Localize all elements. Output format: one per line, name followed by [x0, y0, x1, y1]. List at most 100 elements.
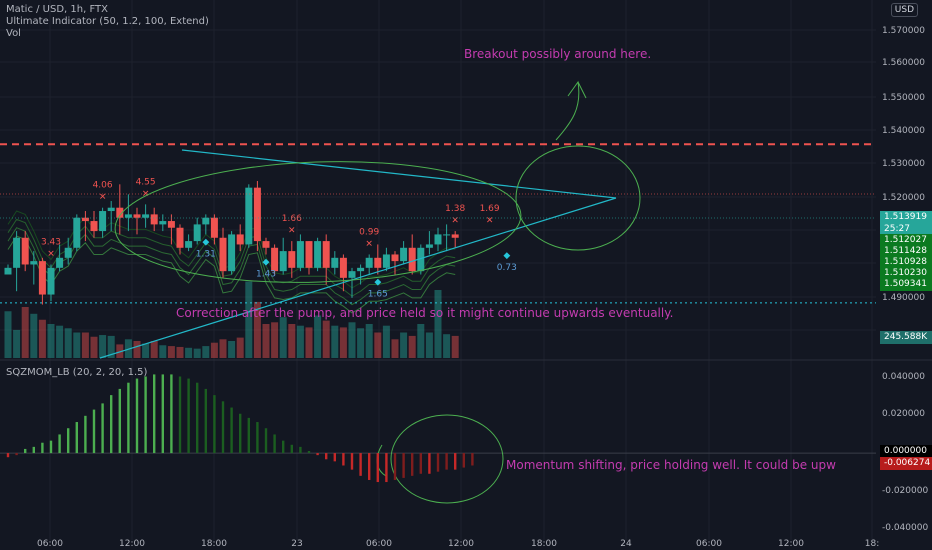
candle-body[interactable] [228, 234, 236, 272]
currency-button[interactable]: USD [890, 3, 918, 17]
volume-bar [193, 348, 201, 358]
candle-body[interactable] [73, 217, 81, 248]
candle-body[interactable] [56, 257, 64, 268]
candle-body[interactable] [443, 234, 451, 236]
candle-body[interactable] [365, 257, 373, 268]
candle-body[interactable] [314, 241, 322, 268]
volume-bar [391, 339, 399, 358]
momentum-bar [170, 374, 173, 454]
buy-signal-label: 1.43 [256, 269, 276, 279]
momentum-bar [368, 453, 371, 480]
triangle-upper[interactable] [181, 149, 617, 199]
momentum-bar [316, 453, 319, 456]
candle-body[interactable] [99, 211, 107, 232]
momentum-tick-label: 0.020000 [882, 409, 925, 419]
triangle-lower[interactable] [99, 197, 617, 359]
candle-body[interactable] [400, 247, 408, 262]
candle-body[interactable] [38, 261, 46, 295]
candle-body[interactable] [382, 254, 390, 268]
buy-signal-label: 1.65 [368, 290, 388, 300]
symbol-title[interactable]: Matic / USD, 1h, FTX [6, 4, 108, 15]
candle-body[interactable] [374, 257, 382, 268]
volume-bar [245, 281, 253, 358]
candle-body[interactable] [47, 267, 55, 295]
momentum-bar [101, 403, 104, 454]
candle-body[interactable] [142, 214, 150, 218]
momentum-bar [118, 388, 121, 454]
candle-body[interactable] [425, 244, 433, 248]
time-tick-label: 18: [865, 539, 879, 549]
sell-signal-marker: ✕ [365, 239, 373, 249]
volume-bar [64, 328, 72, 358]
volume-bar [38, 319, 46, 358]
candle-body[interactable] [13, 237, 21, 268]
candle-body[interactable] [305, 241, 313, 268]
candle-body[interactable] [451, 234, 459, 238]
candle-body[interactable] [271, 247, 279, 272]
volume-bar [116, 344, 124, 358]
candle-body[interactable] [107, 207, 115, 212]
candle-body[interactable] [185, 241, 193, 248]
candle-body[interactable] [253, 187, 261, 242]
indicator-title[interactable]: Ultimate Indicator (50, 1.2, 100, Extend… [6, 16, 209, 27]
candle-body[interactable] [322, 241, 330, 268]
candle-body[interactable] [90, 221, 98, 232]
candle-body[interactable] [339, 257, 347, 278]
candle-body[interactable] [176, 227, 184, 248]
candle-body[interactable] [434, 234, 442, 245]
momentum-bar [462, 453, 465, 468]
momentum-title[interactable]: SQZMOM_LB (20, 2, 20, 1.5) [6, 367, 148, 378]
candle-body[interactable] [124, 214, 132, 218]
candle-body[interactable] [193, 224, 201, 242]
sell-signal-marker: ✕ [142, 189, 150, 199]
candle-body[interactable] [262, 241, 270, 248]
candle-body[interactable] [167, 221, 175, 228]
breakout-arrow [555, 80, 587, 141]
momentum-bar [376, 453, 379, 483]
momentum-bar [230, 407, 233, 454]
candle-body[interactable] [64, 247, 72, 258]
candle-body[interactable] [288, 251, 296, 268]
momentum-bar [342, 453, 345, 466]
time-tick-label: 06:00 [37, 539, 63, 549]
time-tick-label: 18:00 [531, 539, 557, 549]
candle-body[interactable] [296, 241, 304, 268]
candle-body[interactable] [219, 237, 227, 272]
volume-bar [357, 328, 365, 358]
volume-bar [81, 332, 89, 358]
price-tick-label: 1.520000 [882, 193, 925, 203]
volume-bar [99, 335, 107, 358]
candle-body[interactable] [116, 207, 124, 218]
volume-title[interactable]: Vol [6, 28, 21, 39]
candle-body[interactable] [236, 234, 244, 245]
level-badge-2: 1.511428 [880, 245, 932, 258]
candle-body[interactable] [210, 217, 218, 238]
candle-body[interactable] [30, 261, 38, 265]
volume-bar [159, 345, 167, 358]
candle-body[interactable] [21, 237, 29, 265]
volume-bar [30, 313, 38, 358]
candle-body[interactable] [202, 217, 210, 225]
volume-bar [400, 332, 408, 358]
candle-body[interactable] [408, 247, 416, 272]
candle-body[interactable] [391, 254, 399, 262]
candle-body[interactable] [81, 217, 89, 222]
volume-bars [4, 281, 459, 358]
candle-body[interactable] [279, 251, 287, 272]
candle-body[interactable] [348, 271, 356, 278]
volume-bar [331, 325, 339, 358]
candle-body[interactable] [331, 257, 339, 268]
candle-body[interactable] [357, 267, 365, 272]
volume-bar [339, 327, 347, 358]
candle-body[interactable] [417, 247, 425, 272]
momentum-bar [402, 453, 405, 478]
candle-body[interactable] [150, 214, 158, 225]
candle-body[interactable] [159, 221, 167, 225]
price-tick-label: 1.570000 [882, 26, 925, 36]
candle-body[interactable] [245, 187, 253, 245]
sell-signal-marker: ✕ [99, 193, 107, 203]
candle-body[interactable] [133, 214, 141, 218]
momentum-bar [445, 453, 448, 470]
candle-body[interactable] [4, 267, 12, 275]
